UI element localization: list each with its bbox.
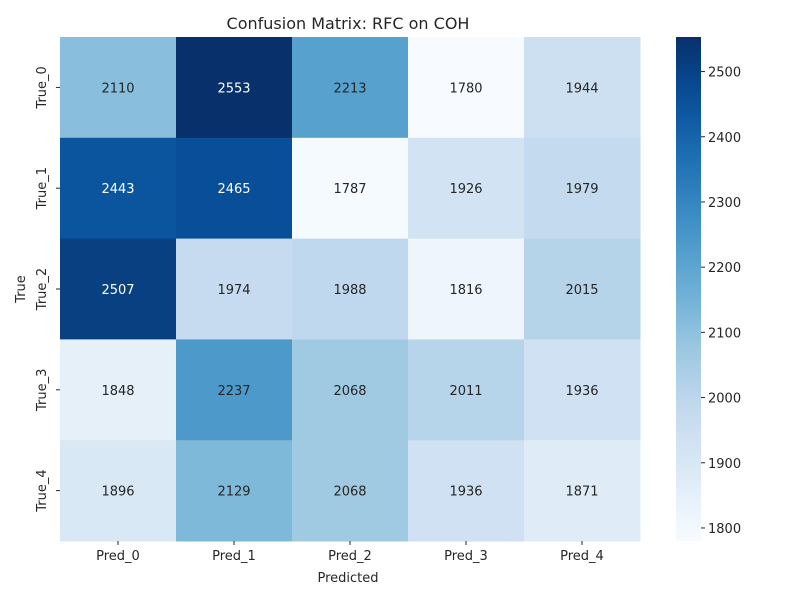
heatmap-cell-r1-c3 (408, 137, 525, 240)
cell-value-r2-c3: 1816 (449, 283, 482, 298)
cell-value-r0-c3: 1780 (449, 81, 482, 96)
cell-value-r1-c3: 1926 (449, 182, 482, 197)
heatmap-cell-r2-c0 (60, 238, 177, 340)
heatmap-cell-r0-c1 (176, 37, 293, 139)
heatmap-cell-r2-c3 (408, 238, 525, 340)
colorbar-tick-label: 2100 (708, 326, 741, 341)
heatmap-cell-r3-c0 (60, 339, 177, 441)
heatmap-cell-r4-c2 (292, 440, 409, 542)
cell-value-r0-c0: 2110 (101, 81, 134, 96)
cell-value-r2-c4: 2015 (565, 283, 598, 298)
y-tick-label: True_1 (35, 167, 50, 210)
cell-value-r2-c2: 1988 (333, 283, 366, 298)
x-tick-label: Pred_4 (560, 549, 604, 564)
cell-value-r4-c4: 1871 (565, 485, 598, 500)
cell-value-r2-c0: 2507 (101, 283, 134, 298)
colorbar-tick-label: 2300 (708, 196, 741, 211)
cell-value-r3-c1: 2237 (217, 384, 250, 399)
heatmap-cell-r4-c4 (524, 440, 641, 542)
colorbar-tick-label: 1900 (708, 457, 741, 472)
heatmap-cell-r1-c1 (176, 137, 293, 240)
colorbar-tick-label: 2200 (708, 261, 741, 276)
heatmap-cell-r2-c4 (524, 238, 641, 340)
cell-value-r3-c3: 2011 (449, 384, 482, 399)
colorbar-tick-label: 2000 (708, 392, 741, 407)
heatmap-cell-r3-c4 (524, 339, 641, 441)
colorbar-gradient (676, 37, 701, 541)
cell-value-r1-c4: 1979 (565, 182, 598, 197)
cell-value-r0-c4: 1944 (565, 81, 598, 96)
cell-value-r1-c1: 2465 (217, 182, 250, 197)
x-tick-label: Pred_1 (212, 549, 256, 564)
x-tick-label: Pred_0 (96, 549, 140, 564)
y-tick-label: True_3 (35, 369, 50, 412)
cell-value-r4-c0: 1896 (101, 485, 134, 500)
heatmap-cell-r1-c2 (292, 137, 409, 240)
y-tick-label: True_2 (35, 268, 50, 311)
heatmap-cell-r0-c0 (60, 37, 177, 139)
cell-value-r3-c4: 1936 (565, 384, 598, 399)
cell-value-r4-c3: 1936 (449, 485, 482, 500)
heatmap-cell-r0-c3 (408, 37, 525, 139)
heatmap-cell-r2-c1 (176, 238, 293, 340)
chart-title: Confusion Matrix: RFC on COH (227, 14, 470, 33)
heatmap-cell-r1-c0 (60, 137, 177, 240)
colorbar: 1800 1900 2000 2100 2200 2300 2400 2500 (676, 37, 741, 541)
heatmap-cell-r0-c2 (292, 37, 409, 139)
heatmap-cells (60, 37, 641, 542)
cell-value-r0-c2: 2213 (333, 81, 366, 96)
heatmap-cell-r4-c3 (408, 440, 525, 542)
y-tick-label: True_0 (35, 66, 50, 109)
cell-value-r4-c1: 2129 (217, 485, 250, 500)
y-tick-label: True_4 (35, 469, 50, 512)
heatmap-cell-r2-c2 (292, 238, 409, 340)
heatmap-cell-r3-c2 (292, 339, 409, 441)
cell-value-r1-c2: 1787 (333, 182, 366, 197)
colorbar-tick-label: 2500 (708, 66, 741, 81)
y-axis: True_0 True_1 True_2 True_3 True_4 (35, 66, 60, 513)
x-tick-label: Pred_2 (328, 549, 372, 564)
y-axis-label: True (14, 275, 29, 304)
x-axis: Pred_0 Pred_1 Pred_2 Pred_3 Pred_4 (96, 541, 604, 564)
cell-value-r3-c0: 1848 (101, 384, 134, 399)
heatmap-cell-r1-c4 (524, 137, 641, 240)
colorbar-tick-label: 2400 (708, 131, 741, 146)
heatmap-cell-r0-c4 (524, 37, 641, 139)
heatmap-cell-r4-c0 (60, 440, 177, 542)
x-axis-label: Predicted (317, 571, 378, 586)
cell-value-r0-c1: 2553 (217, 81, 250, 96)
heatmap-cell-r3-c3 (408, 339, 525, 441)
cell-value-r3-c2: 2068 (333, 384, 366, 399)
cell-value-r4-c2: 2068 (333, 485, 366, 500)
colorbar-tick-label: 1800 (708, 522, 741, 537)
heatmap-cell-r4-c1 (176, 440, 293, 542)
heatmap-cell-r3-c1 (176, 339, 293, 441)
cell-value-r1-c0: 2443 (101, 182, 134, 197)
cell-annotations: 2110 2553 2213 1780 1944 2443 2465 1787 1926 1979… (101, 81, 598, 499)
cell-value-r2-c1: 1974 (217, 283, 250, 298)
x-tick-label: Pred_3 (444, 549, 488, 564)
